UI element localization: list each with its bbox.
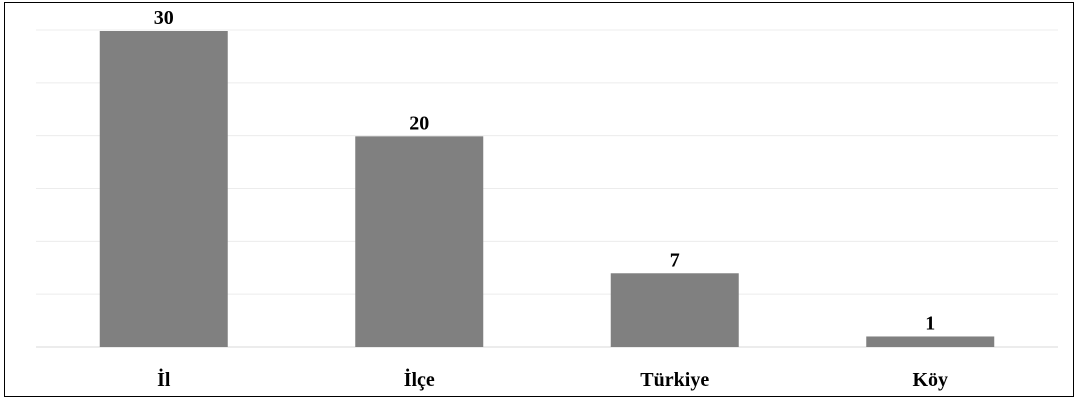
bar-2 bbox=[610, 273, 739, 347]
data-labels: 30 20 7 1 bbox=[154, 7, 936, 334]
bars bbox=[99, 31, 995, 347]
data-label-2: 7 bbox=[670, 249, 680, 271]
category-label-3: Köy bbox=[912, 369, 948, 391]
data-label-1: 20 bbox=[409, 112, 429, 134]
data-label-3: 1 bbox=[925, 312, 935, 334]
category-label-2: Türkiye bbox=[640, 369, 709, 391]
category-label-1: İlçe bbox=[404, 367, 435, 391]
data-label-0: 30 bbox=[154, 7, 174, 29]
category-label-0: İl bbox=[157, 367, 171, 391]
bar-1 bbox=[355, 136, 484, 347]
category-labels: İl İlçe Türkiye Köy bbox=[157, 367, 948, 391]
bar-3 bbox=[866, 336, 995, 347]
bar-0 bbox=[99, 31, 228, 347]
